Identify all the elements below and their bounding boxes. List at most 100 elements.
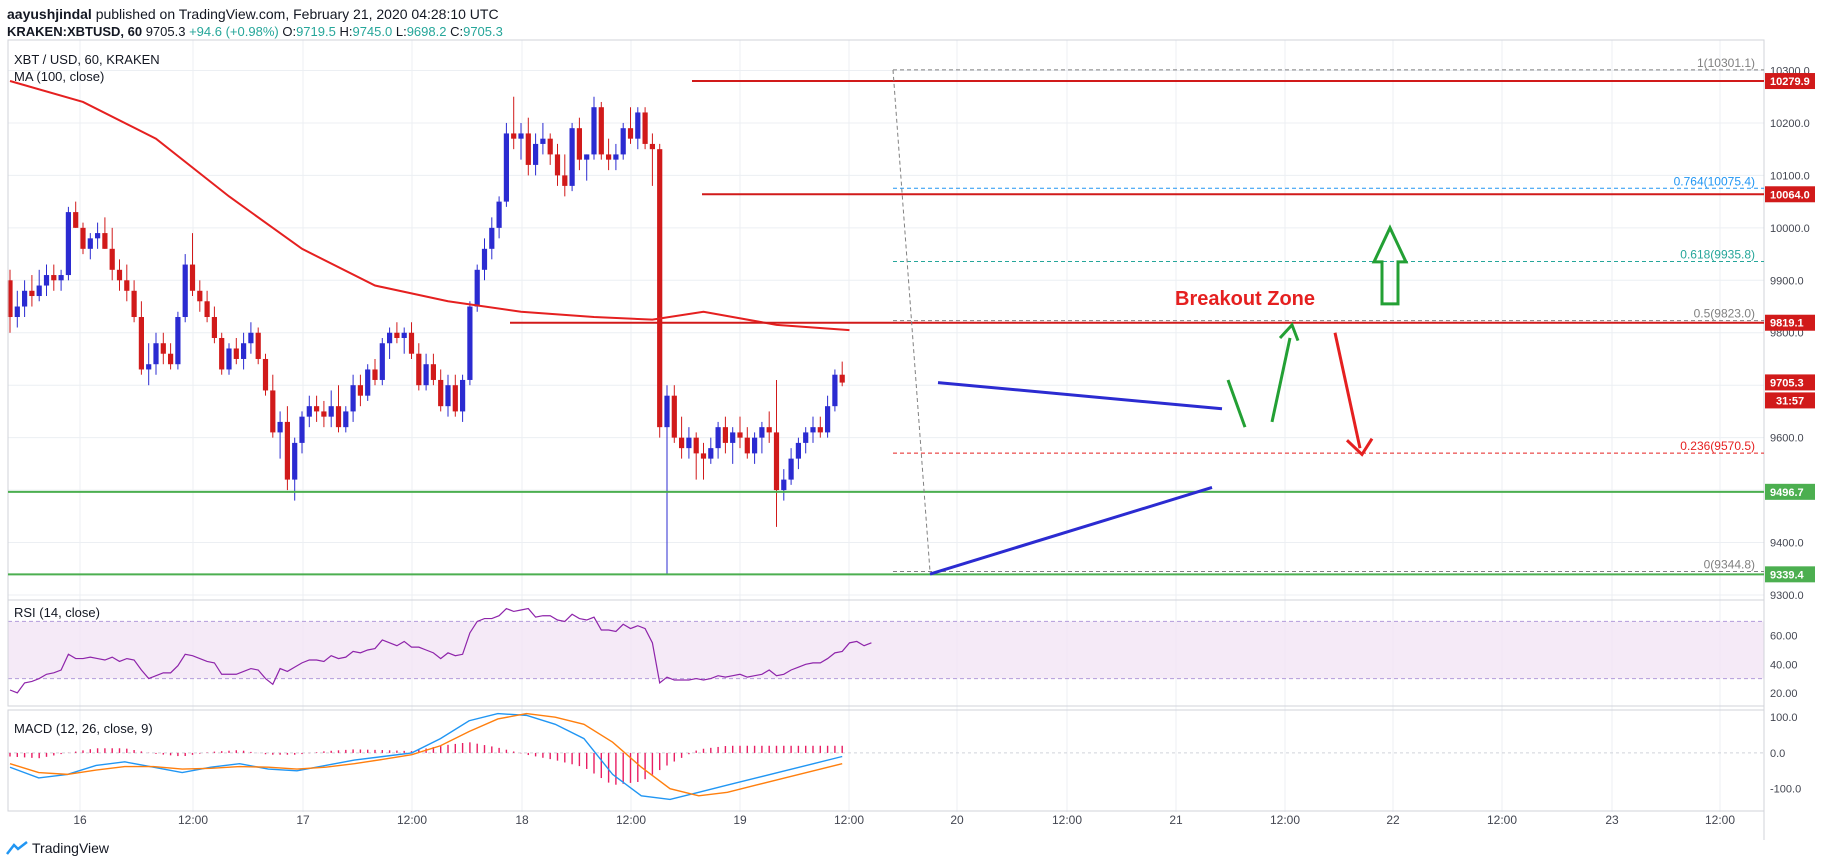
price-tag-label: 9496.7 (1770, 487, 1804, 499)
rsi-y-tick: 60.00 (1770, 631, 1798, 643)
candle-body (357, 385, 363, 396)
macd-pane[interactable] (8, 712, 1764, 801)
candle-body (839, 374, 845, 383)
candle-body (95, 233, 101, 239)
x-tick-label: 12:00 (616, 813, 646, 827)
candle-body (679, 437, 685, 449)
y-tick-label: 9900.0 (1770, 275, 1804, 287)
rsi-y-tick: 20.00 (1770, 688, 1798, 700)
author-name[interactable]: aayushjindal (7, 6, 92, 22)
rsi-pane[interactable] (8, 607, 1764, 694)
ma-legend-label: MA (100, close) (14, 69, 104, 84)
green-arrow-head (1278, 322, 1300, 342)
symbol-text[interactable]: KRAKEN:XBTUSD, 60 (7, 24, 143, 39)
candle-body (284, 421, 290, 480)
high-value: 9745.0 (352, 24, 393, 39)
candle-body (204, 301, 210, 318)
rsi-y-tick: 40.00 (1770, 659, 1798, 671)
price-pane[interactable] (7, 80, 850, 575)
candle-body (270, 390, 276, 433)
fib-label-1: 1(10301.1) (1697, 56, 1755, 70)
candle-body (540, 138, 546, 144)
candle-body (328, 406, 334, 417)
price-tag-label: 9705.3 (1770, 377, 1804, 389)
signal-line (9, 712, 843, 797)
candle-body (14, 306, 20, 318)
price-change: +94.6 (+0.98%) (189, 24, 279, 39)
candle-body (248, 332, 254, 344)
candle-body (700, 453, 707, 459)
axes: 16 12:00 17 12:00 18 12:00 19 12:00 20 12:00 21 12:… (7, 39, 1815, 840)
candle-body (43, 275, 50, 286)
tradingview-logo-icon (6, 841, 28, 855)
candle-body (620, 128, 626, 155)
candle-body (138, 317, 144, 370)
candle-body (153, 343, 159, 365)
green-arrow-stroke (1226, 379, 1247, 428)
rsi-line (9, 607, 872, 694)
x-tick-label: 16 (73, 813, 87, 827)
macd-y-tick: -100.0 (1770, 784, 1801, 796)
candle-body (314, 406, 320, 412)
candle-body (598, 107, 604, 155)
close-label: C: (450, 24, 464, 39)
candle-body (299, 416, 305, 443)
candle-body (752, 437, 758, 454)
outlined-up-arrow (1371, 224, 1409, 306)
candle-body (562, 175, 568, 186)
candle-body (547, 138, 553, 155)
candle-body (781, 479, 787, 491)
candle-body (365, 369, 371, 396)
candle-body (503, 133, 509, 202)
x-tick-label: 12:00 (1270, 813, 1300, 827)
drawing-overlay: 1(10301.1) 0.764(10075.4) 0.618(9935.8) 0.5… (8, 56, 1764, 576)
fib-label-0.618: 0.618(9935.8) (1680, 248, 1755, 262)
open-value: 9719.5 (296, 24, 336, 39)
candle-body (606, 154, 612, 160)
candle-body (722, 427, 728, 443)
candle-body (292, 442, 298, 480)
candle-body (241, 343, 247, 359)
price-tag-label: 9819.1 (1770, 318, 1804, 330)
candle-body (613, 154, 619, 160)
x-tick-label: 12:00 (1052, 813, 1082, 827)
candle-body (832, 374, 838, 407)
candle-body (657, 149, 663, 428)
candle-body (189, 264, 196, 291)
candle-body (379, 343, 385, 380)
x-tick-label: 12:00 (834, 813, 864, 827)
candle-body (277, 421, 283, 433)
candle-body (335, 406, 342, 428)
candle-body (744, 437, 750, 454)
candle-body (591, 107, 597, 155)
candle-body (759, 427, 765, 438)
price-tag-label: 9339.4 (1770, 569, 1805, 581)
candle-body (715, 427, 721, 449)
y-tick-label: 10000.0 (1770, 223, 1810, 235)
candle-body (810, 427, 816, 433)
candle-body (664, 395, 670, 428)
candle-body (445, 385, 451, 407)
candle-body (7, 280, 13, 318)
candle-body (686, 437, 692, 449)
pane-title: XBT / USD, 60, KRAKEN (14, 52, 160, 67)
x-tick-label: 12:00 (178, 813, 208, 827)
fib-label-0: 0(9344.8) (1704, 558, 1755, 572)
last-price: 9705.3 (145, 24, 186, 39)
candle-body (182, 264, 188, 318)
low-value: 9698.2 (406, 24, 447, 39)
candle-body (394, 332, 400, 338)
published-text: published on TradingView.com, February 2… (95, 6, 499, 22)
candle-body (58, 275, 64, 281)
rsi-band-fill (8, 621, 1764, 679)
candle-body (438, 379, 444, 407)
candle-body (109, 248, 115, 270)
red-arrow-shaft (1333, 332, 1362, 449)
candle-body (350, 385, 356, 412)
candle-body (168, 353, 174, 365)
candle-body (233, 348, 239, 359)
breakout-zone-label: Breakout Zone (1175, 288, 1315, 310)
footer-brand[interactable]: TradingView (32, 840, 110, 856)
high-label: H: (339, 24, 353, 39)
